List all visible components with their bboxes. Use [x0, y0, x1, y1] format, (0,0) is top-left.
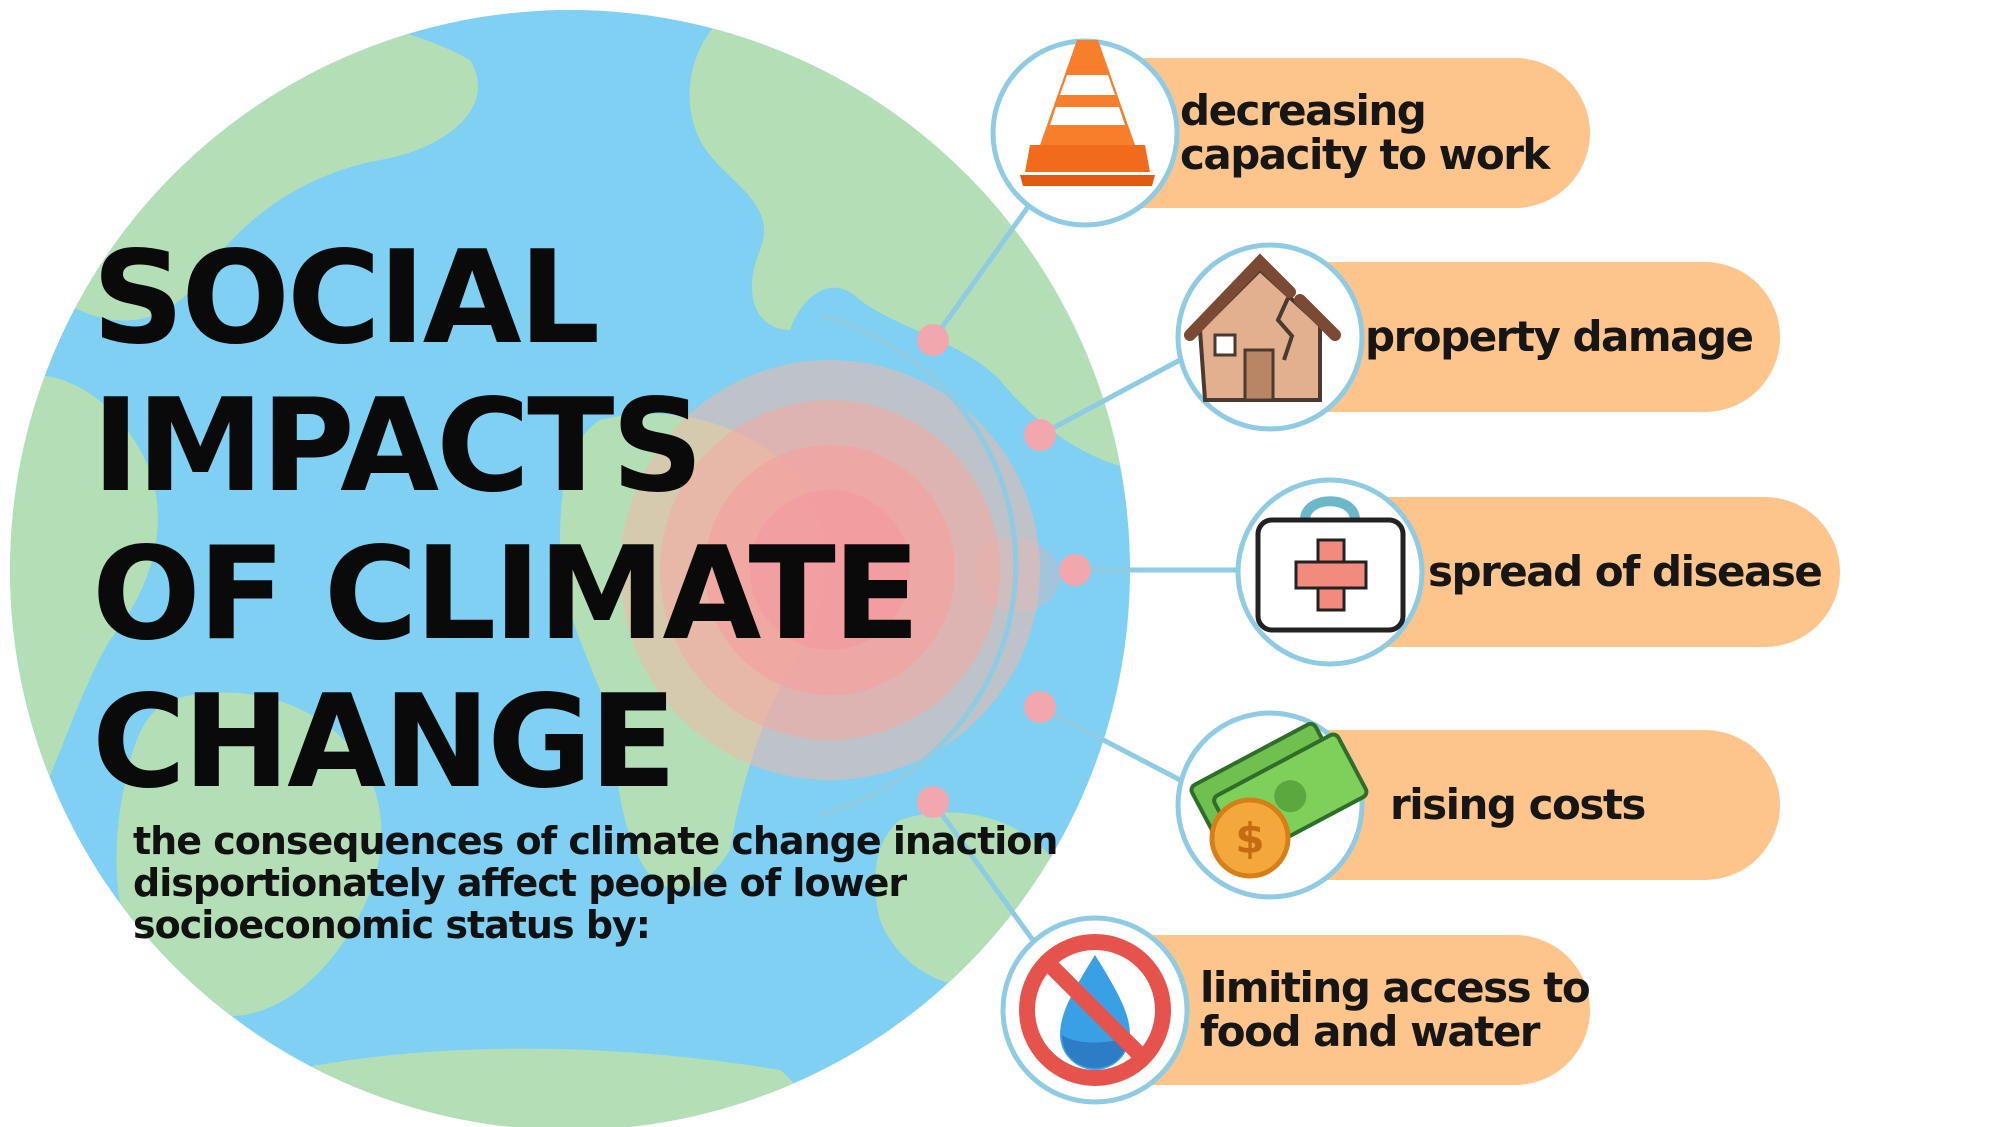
no-water-icon [1000, 915, 1190, 1105]
traffic-cone-icon [990, 38, 1180, 228]
node-4 [1024, 691, 1056, 723]
title-line-3: OF CLIMATE [92, 520, 920, 669]
impact-label: decreasing [1180, 86, 1427, 135]
impact-label: spread of disease [1428, 547, 1823, 596]
impact-label: capacity to work [1180, 130, 1550, 179]
node-5 [917, 786, 949, 818]
subtitle: the consequences of climate change inact… [133, 819, 1058, 947]
title-line-4: CHANGE [92, 668, 677, 817]
money-icon: $ [1175, 710, 1369, 900]
title-line-1: SOCIAL [92, 224, 600, 373]
impact-label: food and water [1200, 1007, 1541, 1056]
title-line-2: IMPACTS [92, 372, 704, 521]
impact-label: limiting access to [1200, 963, 1591, 1012]
connector-lines [930, 188, 1240, 952]
node-3 [1059, 554, 1091, 586]
impact-label: rising costs [1390, 780, 1646, 829]
connector-nodes [917, 324, 1091, 818]
first-aid-kit-icon [1235, 477, 1425, 667]
svg-text:$: $ [1235, 814, 1264, 863]
impact-label: property damage [1365, 312, 1754, 361]
damaged-house-icon [1175, 242, 1365, 432]
node-2 [1024, 419, 1056, 451]
node-1 [917, 324, 949, 356]
connector-arc [819, 312, 1019, 818]
page-title: SOCIAL IMPACTS OF CLIMATE CHANGE [92, 224, 920, 817]
hotspot-rings [620, 360, 1040, 780]
